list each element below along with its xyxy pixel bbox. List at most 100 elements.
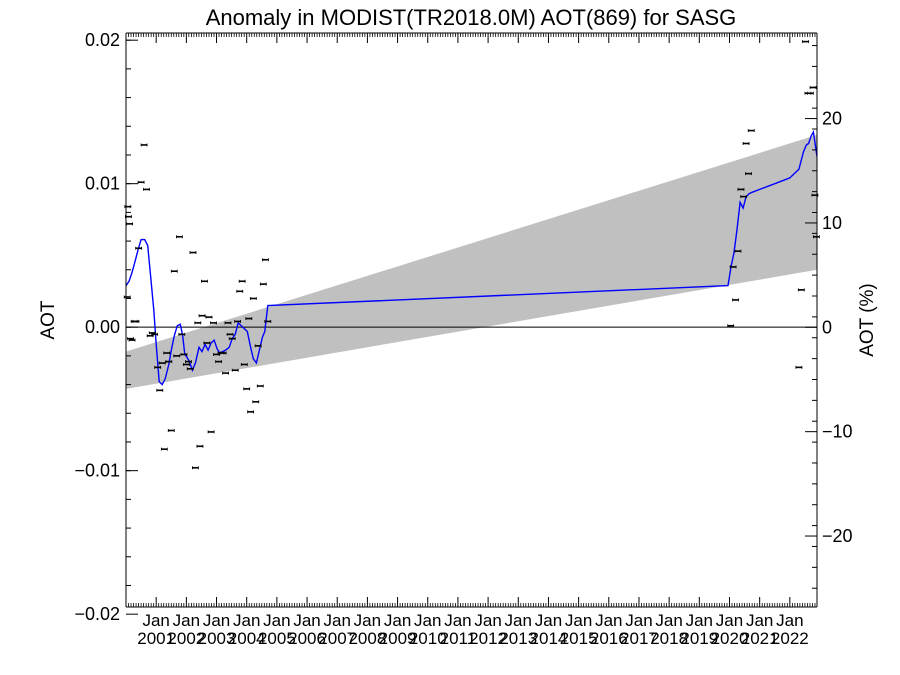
data-point [203,341,211,345]
x-tick-month-label: Jan [716,611,743,630]
data-point [160,447,168,451]
data-point [747,129,755,133]
data-point [170,269,178,273]
chart-title: Anomaly in MODIST(TR2018.0M) AOT(869) fo… [206,5,737,30]
data-point [165,360,173,364]
data-point [240,362,248,366]
x-tick-year-label: 2020 [711,629,749,648]
x-tick-year-label: 2007 [318,629,356,648]
data-point [185,360,192,364]
data-point [236,289,244,293]
x-tick-month-label: Jan [595,611,622,630]
left-y-ticks: 0.02 0.01 0.00 −0.01 −0.02 [74,30,138,624]
data-point [167,428,175,432]
x-ticks: Jan2001Jan2002Jan2003Jan2004Jan2005Jan20… [128,33,816,648]
x-tick-month-label: Jan [776,611,803,630]
data-point [795,365,803,369]
x-tick-year-label: 2006 [288,629,326,648]
data-point [231,368,239,372]
x-tick-month-label: Jan [173,611,200,630]
x-tick-year-label: 2005 [258,629,296,648]
x-tick-year-label: 2009 [379,629,417,648]
data-point [198,314,206,318]
data-point [806,91,814,95]
x-tick-month-label: Jan [686,611,713,630]
data-point [727,324,735,328]
x-tick-year-label: 2018 [650,629,688,648]
x-tick-year-label: 2001 [137,629,175,648]
x-tick-month-label: Jan [354,611,381,630]
left-tick-label: 0.02 [85,30,120,50]
right-tick-label: −20 [822,526,853,546]
smoothed-trend-line [125,129,818,386]
data-point [732,298,739,302]
data-point [205,315,213,319]
data-point [180,352,188,356]
data-point [224,321,232,325]
x-tick-year-label: 2019 [680,629,718,648]
x-tick-month-label: Jan [565,611,592,630]
data-points-layer [123,40,820,470]
x-tick-year-label: 2022 [771,629,809,648]
data-point [189,251,197,255]
data-point [126,222,134,226]
x-tick-month-label: Jan [384,611,411,630]
x-tick-month-label: Jan [233,611,260,630]
data-point [264,319,272,323]
x-tick-month-label: Jan [142,611,169,630]
y-axis-label-right: AOT (%) [857,283,878,357]
data-point [151,332,159,336]
x-tick-month-label: Jan [474,611,501,630]
right-y-ticks: 20 10 0 −10 −20 [805,45,853,589]
x-tick-month-label: Jan [293,611,320,630]
data-point [178,332,186,336]
x-tick-month-label: Jan [505,611,532,630]
data-point [797,288,805,292]
trend-band-layer [126,134,817,389]
data-point [226,332,234,336]
x-tick-year-label: 2002 [167,629,205,648]
x-tick-month-label: Jan [535,611,562,630]
data-point [207,430,215,434]
data-point [740,195,748,199]
data-point [742,141,750,145]
data-point [182,362,190,366]
x-tick-month-label: Jan [625,611,652,630]
data-point [176,235,183,239]
data-point [196,444,204,448]
x-tick-year-label: 2010 [409,629,447,648]
data-point [222,371,229,375]
x-tick-month-label: Jan [324,611,351,630]
x-tick-month-label: Jan [263,611,290,630]
data-point [219,351,227,355]
x-tick-year-label: 2012 [469,629,507,648]
x-tick-year-label: 2003 [198,629,236,648]
data-point [262,258,269,262]
data-point [140,143,148,147]
x-tick-year-label: 2008 [348,629,386,648]
x-tick-year-label: 2021 [741,629,779,648]
data-point [143,187,150,191]
x-tick-year-label: 2015 [560,629,598,648]
x-tick-month-label: Jan [414,611,441,630]
data-point [156,388,164,392]
data-point [802,40,809,44]
x-tick-month-label: Jan [746,611,773,630]
data-point [729,265,737,269]
data-point [137,180,145,184]
data-point [194,321,202,325]
right-tick-label: 10 [822,213,842,233]
data-point [254,344,262,348]
data-point [132,319,140,323]
data-point [215,360,223,364]
data-point [154,365,162,369]
data-point [737,187,745,191]
x-tick-year-label: 2004 [228,629,266,648]
data-point [173,354,181,358]
left-tick-label: 0.01 [85,174,120,194]
x-tick-year-label: 2014 [530,629,568,648]
data-point [256,384,264,388]
y-axis-label-left: AOT [38,300,59,339]
data-point [163,351,171,355]
